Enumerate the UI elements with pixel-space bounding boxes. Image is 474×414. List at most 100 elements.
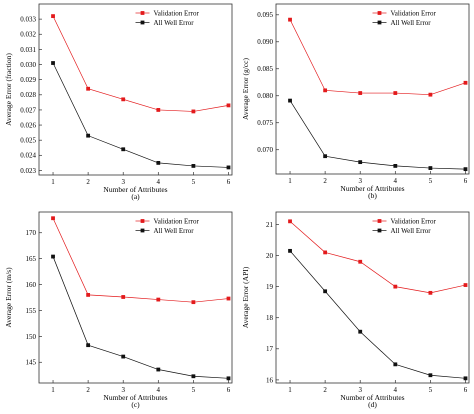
legend-label: Validation Error <box>391 218 437 226</box>
data-point <box>191 109 196 114</box>
legend-marker <box>377 20 382 25</box>
x-tick-label: 3 <box>121 178 125 186</box>
plot-frame <box>275 3 470 175</box>
data-point <box>51 14 55 19</box>
data-point <box>121 147 126 152</box>
legend-label: All Well Error <box>391 19 432 27</box>
x-tick-label: 2 <box>323 177 327 185</box>
data-point <box>393 284 398 289</box>
data-point <box>156 108 161 112</box>
y-tick-label: 155 <box>26 307 37 315</box>
x-tick-label: 5 <box>192 178 196 186</box>
y-tick-label: 0.023 <box>20 167 36 175</box>
data-point <box>288 98 292 103</box>
series-line-validation <box>289 19 466 96</box>
panel-caption: (a) <box>131 192 140 201</box>
y-axis-label: Average Error (fraction) <box>4 53 13 126</box>
data-point <box>51 61 55 65</box>
x-tick-label: 1 <box>51 178 55 186</box>
legend-marker <box>377 219 382 223</box>
x-tick-label: 2 <box>86 178 90 186</box>
chart-panel-1: 0.023 0.024 0.025 0.026 0.027 0.028 0.029 0.030… <box>4 3 233 201</box>
data-point <box>393 362 398 367</box>
x-tick-label: 2 <box>86 386 90 394</box>
x-tick-label: 3 <box>358 177 362 185</box>
chart-panel-2: 0.070 0.075 0.080 0.085 0.090 0.095 1 2 3 4 5 6 Numb… <box>241 3 470 200</box>
y-tick-label: 16 <box>266 376 274 384</box>
y-tick-label: 0.030 <box>20 61 36 69</box>
x-axis-label: Number of Attributes <box>340 393 404 402</box>
y-tick-label: 0.090 <box>257 38 273 46</box>
plot-frame <box>275 211 470 384</box>
legend-marker <box>377 11 382 15</box>
data-point <box>428 290 433 295</box>
y-tick-label: 0.026 <box>20 121 36 129</box>
data-point <box>86 293 91 297</box>
data-point <box>358 259 363 264</box>
x-tick-label: 5 <box>429 386 433 394</box>
legend-label: All Well Error <box>154 19 195 27</box>
y-tick-label: 0.028 <box>20 91 36 99</box>
x-axis-label: Number of Attributes <box>103 185 167 194</box>
chart-panel-3: 145 150 155 160 165 170 1 2 3 4 5 6 Number of Attrib… <box>4 211 233 409</box>
data-point <box>191 374 196 379</box>
data-point <box>156 160 161 165</box>
y-tick-label: 0.029 <box>20 76 36 84</box>
y-axis-label: Average Error (g/cc) <box>241 58 250 120</box>
series-line-all-well <box>52 256 229 379</box>
data-point <box>463 80 468 85</box>
series-line-validation <box>52 218 229 303</box>
legend-marker <box>377 228 382 233</box>
y-tick-label: 160 <box>26 281 37 289</box>
data-point <box>463 376 468 381</box>
y-tick-label: 0.031 <box>20 46 36 54</box>
y-tick-label: 165 <box>26 255 37 263</box>
y-tick-label: 17 <box>266 345 274 353</box>
legend-label: Validation Error <box>154 10 200 18</box>
data-point <box>358 329 363 334</box>
x-tick-label: 6 <box>464 386 468 394</box>
legend-label: Validation Error <box>154 218 200 226</box>
data-point <box>288 17 292 22</box>
data-point <box>323 289 328 294</box>
data-point <box>323 154 328 159</box>
x-axis-label: Number of Attributes <box>340 184 404 193</box>
y-tick-label: 0.024 <box>20 152 36 160</box>
y-tick-label: 0.027 <box>20 106 36 114</box>
x-tick-label: 1 <box>288 177 292 185</box>
plot-frame <box>38 211 233 384</box>
x-tick-label: 1 <box>51 386 55 394</box>
panel-caption: (b) <box>368 191 377 200</box>
series-line-validation <box>52 15 229 112</box>
y-tick-label: 0.033 <box>20 16 36 24</box>
data-point <box>86 86 91 91</box>
series-line-all-well <box>289 100 466 170</box>
legend-label: All Well Error <box>391 227 432 235</box>
data-point <box>121 354 126 359</box>
series-line-validation <box>289 221 466 294</box>
data-point <box>226 376 231 381</box>
data-point <box>51 216 55 221</box>
series-line-all-well <box>289 250 466 379</box>
panel-caption: (d) <box>368 400 377 409</box>
y-axis-label: Average Error (API) <box>241 266 250 328</box>
data-point <box>288 219 292 224</box>
x-tick-label: 6 <box>227 386 231 394</box>
data-point <box>428 166 433 170</box>
series-line-all-well <box>52 62 229 168</box>
data-point <box>191 300 196 305</box>
x-tick-label: 6 <box>227 178 231 186</box>
data-point <box>86 133 91 138</box>
legend-label: Validation Error <box>391 10 437 18</box>
data-point <box>51 254 55 259</box>
data-point <box>428 92 433 97</box>
y-tick-label: 0.075 <box>257 119 273 127</box>
x-tick-label: 4 <box>157 178 161 186</box>
plot-frame <box>38 3 233 176</box>
data-point <box>323 88 328 93</box>
x-tick-label: 4 <box>157 386 161 394</box>
y-tick-label: 150 <box>26 333 37 341</box>
data-point <box>288 248 292 253</box>
data-point <box>86 343 91 348</box>
